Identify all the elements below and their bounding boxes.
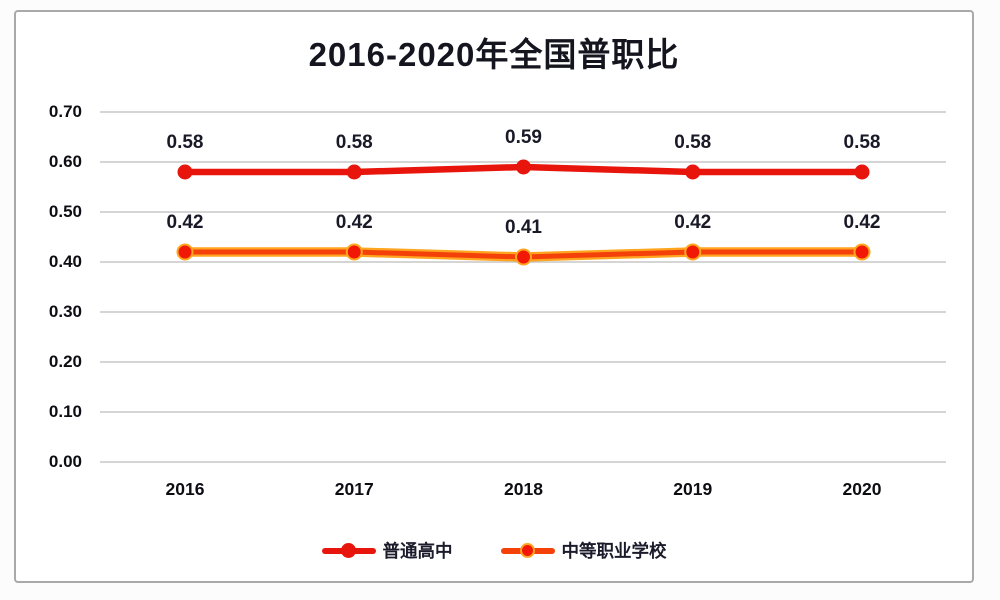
legend-line-marker-icon bbox=[321, 542, 376, 559]
data-point-marker bbox=[685, 164, 701, 180]
legend-dot-icon bbox=[340, 542, 356, 558]
chart-title: 2016-2020年全国普职比 bbox=[308, 36, 680, 73]
data-point-marker bbox=[515, 248, 532, 266]
y-tick-label: 0.70 bbox=[48, 102, 82, 121]
legend-item: 普通高中 bbox=[321, 538, 453, 563]
data-label: 0.58 bbox=[843, 132, 881, 153]
data-point-marker bbox=[176, 243, 194, 261]
data-label: 0.42 bbox=[335, 212, 373, 233]
data-point-marker bbox=[516, 159, 531, 175]
y-tick-label: 0.60 bbox=[48, 152, 82, 171]
data-label: 0.59 bbox=[505, 127, 542, 148]
data-point-marker bbox=[346, 164, 362, 180]
legend-dot-icon bbox=[519, 542, 535, 558]
y-tick-label: 0.50 bbox=[48, 202, 82, 221]
data-label: 0.58 bbox=[335, 132, 373, 153]
data-point-marker bbox=[345, 243, 363, 261]
data-point-marker bbox=[177, 164, 193, 180]
legend-line-marker-icon bbox=[500, 542, 555, 559]
y-tick-label: 0.20 bbox=[48, 352, 82, 371]
y-tick-label: 0.30 bbox=[48, 302, 82, 321]
data-label: 0.42 bbox=[674, 212, 712, 233]
legend-label: 中等职业学校 bbox=[561, 541, 667, 561]
data-label: 0.41 bbox=[505, 217, 542, 238]
legend-item: 中等职业学校 bbox=[500, 538, 667, 563]
data-label: 0.58 bbox=[166, 132, 204, 153]
x-tick-label: 2020 bbox=[842, 479, 882, 499]
x-tick-label: 2016 bbox=[165, 479, 205, 499]
y-tick-label: 0.00 bbox=[48, 452, 82, 471]
data-label: 0.42 bbox=[843, 212, 881, 233]
chart-container bbox=[14, 10, 974, 583]
data-point-marker bbox=[853, 243, 871, 261]
y-tick-label: 0.40 bbox=[48, 252, 82, 271]
data-point-marker bbox=[854, 164, 870, 180]
x-tick-label: 2019 bbox=[673, 479, 713, 499]
x-tick-label: 2017 bbox=[334, 479, 374, 499]
data-point-marker bbox=[684, 243, 702, 261]
x-tick-label: 2018 bbox=[504, 479, 543, 499]
legend: 普通高中 中等职业学校 bbox=[14, 538, 974, 563]
y-tick-label: 0.10 bbox=[48, 402, 82, 421]
data-label: 0.58 bbox=[674, 132, 712, 153]
data-label: 0.42 bbox=[166, 212, 204, 233]
legend-label: 普通高中 bbox=[382, 541, 453, 561]
